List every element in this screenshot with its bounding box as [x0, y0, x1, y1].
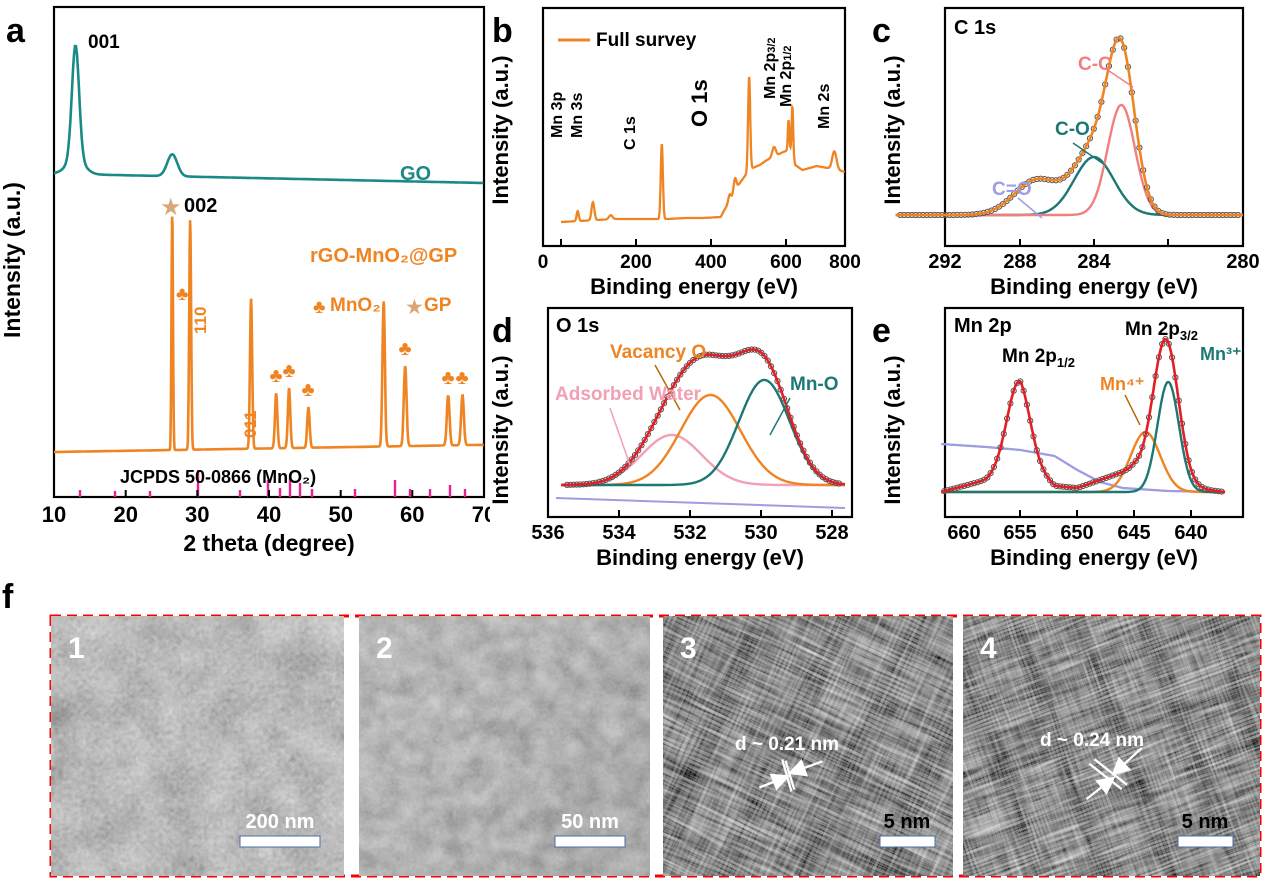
svg-text:C 1s: C 1s: [622, 116, 639, 150]
svg-text:Mn 2p: Mn 2p: [954, 315, 1012, 337]
svg-text:2 theta (degree): 2 theta (degree): [183, 530, 354, 556]
svg-text:001: 001: [88, 32, 120, 53]
svg-text:d: d: [492, 312, 513, 350]
svg-text:Intensity (a.u.): Intensity (a.u.): [0, 182, 25, 338]
svg-text:1: 1: [68, 632, 85, 665]
svg-text:a: a: [6, 12, 26, 50]
svg-text:c: c: [872, 12, 891, 50]
svg-text:2: 2: [376, 632, 393, 665]
svg-text:O 1s: O 1s: [687, 79, 712, 127]
svg-text:Adsorbed Water: Adsorbed Water: [555, 384, 702, 405]
svg-text:532: 532: [673, 522, 706, 544]
svg-text:Intensity (a.u.): Intensity (a.u.): [880, 55, 905, 204]
svg-text:40: 40: [257, 502, 281, 527]
svg-text:★: ★: [405, 296, 424, 319]
svg-text:50: 50: [328, 502, 352, 527]
svg-text:Intensity (a.u.): Intensity (a.u.): [490, 355, 513, 504]
svg-text:rGO-MnO₂@GP: rGO-MnO₂@GP: [310, 245, 457, 267]
svg-text:Mn⁴⁺: Mn⁴⁺: [1100, 374, 1144, 394]
svg-text:JCPDS 50-0866 (MnO₂): JCPDS 50-0866 (MnO₂): [120, 467, 316, 487]
svg-text:20: 20: [113, 502, 137, 527]
svg-text:655: 655: [1003, 522, 1036, 544]
svg-text:d ~ 0.21 nm: d ~ 0.21 nm: [735, 734, 839, 755]
svg-text:C=O: C=O: [992, 179, 1032, 200]
svg-text:Vacancy O: Vacancy O: [610, 342, 706, 363]
svg-text:GP: GP: [424, 295, 452, 316]
svg-text:★: ★: [160, 194, 182, 221]
svg-text:60: 60: [400, 502, 424, 527]
svg-text:200 nm: 200 nm: [246, 811, 315, 833]
svg-text:Full survey: Full survey: [596, 30, 697, 51]
svg-text:Binding energy (eV): Binding energy (eV): [990, 545, 1198, 570]
svg-text:4: 4: [980, 632, 997, 665]
svg-text:10: 10: [42, 502, 66, 527]
svg-text:e: e: [872, 312, 891, 350]
svg-text:d ~ 0.24 nm: d ~ 0.24 nm: [1040, 730, 1144, 751]
svg-text:Mn-O: Mn-O: [790, 374, 839, 395]
svg-text:645: 645: [1117, 522, 1150, 544]
svg-text:011: 011: [241, 411, 260, 438]
svg-text:534: 534: [602, 522, 636, 544]
svg-text:5 nm: 5 nm: [884, 811, 931, 833]
svg-text:650: 650: [1060, 522, 1093, 544]
svg-text:528: 528: [815, 522, 848, 544]
svg-text:Binding energy (eV): Binding energy (eV): [596, 545, 804, 570]
svg-text:3: 3: [680, 632, 697, 665]
svg-text:C 1s: C 1s: [954, 17, 996, 39]
svg-text:b: b: [492, 12, 513, 50]
svg-text:O 1s: O 1s: [556, 315, 599, 337]
svg-text:♣: ♣: [313, 297, 325, 318]
svg-text:5 nm: 5 nm: [1182, 811, 1229, 833]
svg-text:♣: ♣: [398, 338, 411, 360]
svg-text:660: 660: [947, 522, 980, 544]
svg-text:♣: ♣: [441, 367, 454, 389]
svg-text:♣: ♣: [301, 379, 314, 401]
svg-text:C-O: C-O: [1055, 119, 1090, 140]
svg-text:♣: ♣: [176, 284, 188, 305]
svg-text:640: 640: [1174, 522, 1207, 544]
svg-text:536: 536: [531, 522, 564, 544]
svg-text:30: 30: [185, 502, 209, 527]
svg-text:MnO₂: MnO₂: [330, 295, 381, 316]
svg-text:♣: ♣: [455, 367, 468, 389]
svg-text:50 nm: 50 nm: [561, 811, 619, 833]
svg-text:♣: ♣: [269, 365, 282, 387]
svg-text:Intensity (a.u.): Intensity (a.u.): [880, 355, 905, 504]
svg-text:C-C: C-C: [1078, 54, 1112, 75]
svg-text:002: 002: [184, 195, 217, 217]
svg-text:GO: GO: [400, 163, 431, 185]
svg-text:110: 110: [191, 307, 210, 334]
svg-text:70: 70: [472, 502, 490, 527]
svg-text:Mn 3s: Mn 3s: [569, 93, 586, 138]
svg-text:Mn 3p: Mn 3p: [549, 92, 566, 138]
svg-text:Intensity (a.u.): Intensity (a.u.): [490, 55, 513, 204]
svg-text:♣: ♣: [282, 360, 295, 382]
svg-text:Mn³⁺: Mn³⁺: [1200, 344, 1241, 364]
svg-text:530: 530: [744, 522, 777, 544]
svg-text:Mn 2s: Mn 2s: [816, 84, 833, 129]
